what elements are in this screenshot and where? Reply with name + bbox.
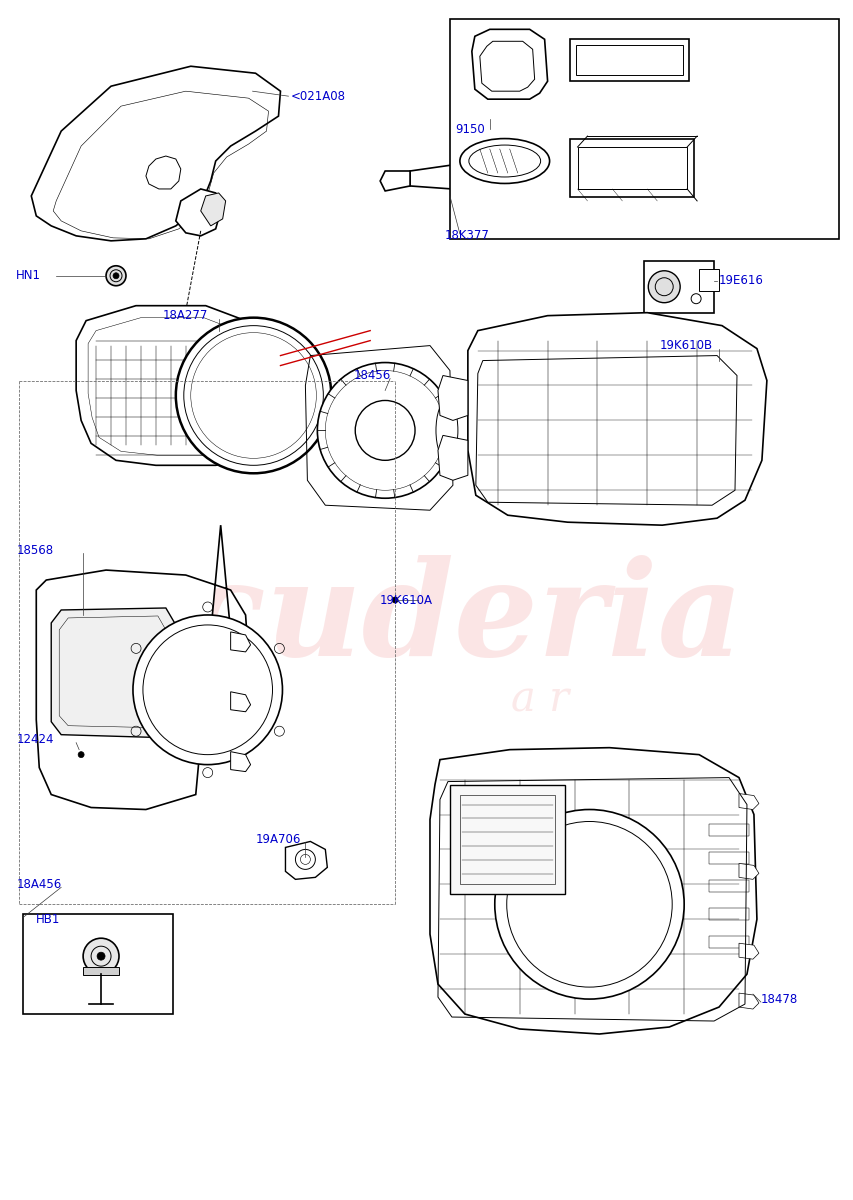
Polygon shape: [380, 170, 409, 191]
Polygon shape: [738, 863, 758, 880]
Text: 18478: 18478: [760, 992, 798, 1006]
Polygon shape: [285, 841, 327, 880]
Polygon shape: [472, 29, 547, 100]
Bar: [643, 260, 713, 313]
Ellipse shape: [436, 401, 457, 461]
Bar: [708, 824, 748, 836]
Bar: [460, 794, 554, 884]
Polygon shape: [200, 193, 225, 226]
Circle shape: [83, 938, 119, 974]
Polygon shape: [467, 313, 766, 526]
Circle shape: [317, 362, 452, 498]
Text: 9150: 9150: [455, 122, 485, 136]
Bar: [708, 852, 748, 864]
Polygon shape: [146, 156, 181, 188]
Circle shape: [78, 751, 84, 757]
Polygon shape: [176, 188, 220, 236]
Bar: [699, 269, 718, 290]
Bar: [708, 936, 748, 948]
Polygon shape: [738, 793, 758, 810]
Text: 19K610A: 19K610A: [380, 594, 432, 606]
Text: 18K377: 18K377: [444, 229, 490, 242]
Text: HN1: HN1: [16, 269, 41, 282]
Polygon shape: [51, 608, 176, 738]
Polygon shape: [438, 436, 467, 480]
Circle shape: [113, 272, 119, 278]
Text: a r: a r: [510, 679, 568, 721]
Polygon shape: [32, 66, 280, 241]
Circle shape: [106, 265, 126, 286]
Polygon shape: [230, 632, 250, 652]
Bar: [450, 19, 838, 239]
Circle shape: [392, 598, 397, 602]
Circle shape: [133, 614, 282, 764]
Circle shape: [355, 401, 415, 461]
Text: 19K610B: 19K610B: [659, 340, 711, 352]
Text: scuderia: scuderia: [111, 556, 742, 684]
Text: 19A706: 19A706: [255, 833, 300, 846]
Polygon shape: [409, 161, 485, 191]
Polygon shape: [36, 526, 250, 810]
Polygon shape: [76, 306, 280, 466]
Text: 18568: 18568: [16, 544, 54, 557]
Polygon shape: [230, 691, 250, 712]
Bar: [577, 148, 687, 188]
Circle shape: [647, 271, 679, 302]
Bar: [569, 40, 688, 82]
Bar: [708, 908, 748, 920]
Bar: [569, 139, 693, 197]
Text: HB1: HB1: [36, 913, 61, 925]
Bar: [23, 914, 172, 1014]
Bar: [450, 785, 564, 894]
Bar: [83, 967, 119, 976]
Polygon shape: [230, 751, 250, 772]
Polygon shape: [430, 748, 756, 1034]
Polygon shape: [438, 376, 467, 420]
Bar: [575, 46, 682, 76]
Text: 18A456: 18A456: [16, 878, 61, 890]
Ellipse shape: [460, 138, 549, 184]
Bar: [708, 881, 748, 893]
Polygon shape: [738, 943, 758, 959]
Text: <021A08: <021A08: [290, 90, 345, 103]
Circle shape: [494, 810, 683, 1000]
Circle shape: [176, 318, 331, 473]
Text: 18456: 18456: [353, 370, 390, 382]
Polygon shape: [738, 994, 758, 1009]
Text: 18A277: 18A277: [163, 310, 208, 322]
Text: 12424: 12424: [16, 733, 54, 746]
Text: 19E616: 19E616: [718, 275, 763, 287]
Circle shape: [97, 952, 105, 960]
